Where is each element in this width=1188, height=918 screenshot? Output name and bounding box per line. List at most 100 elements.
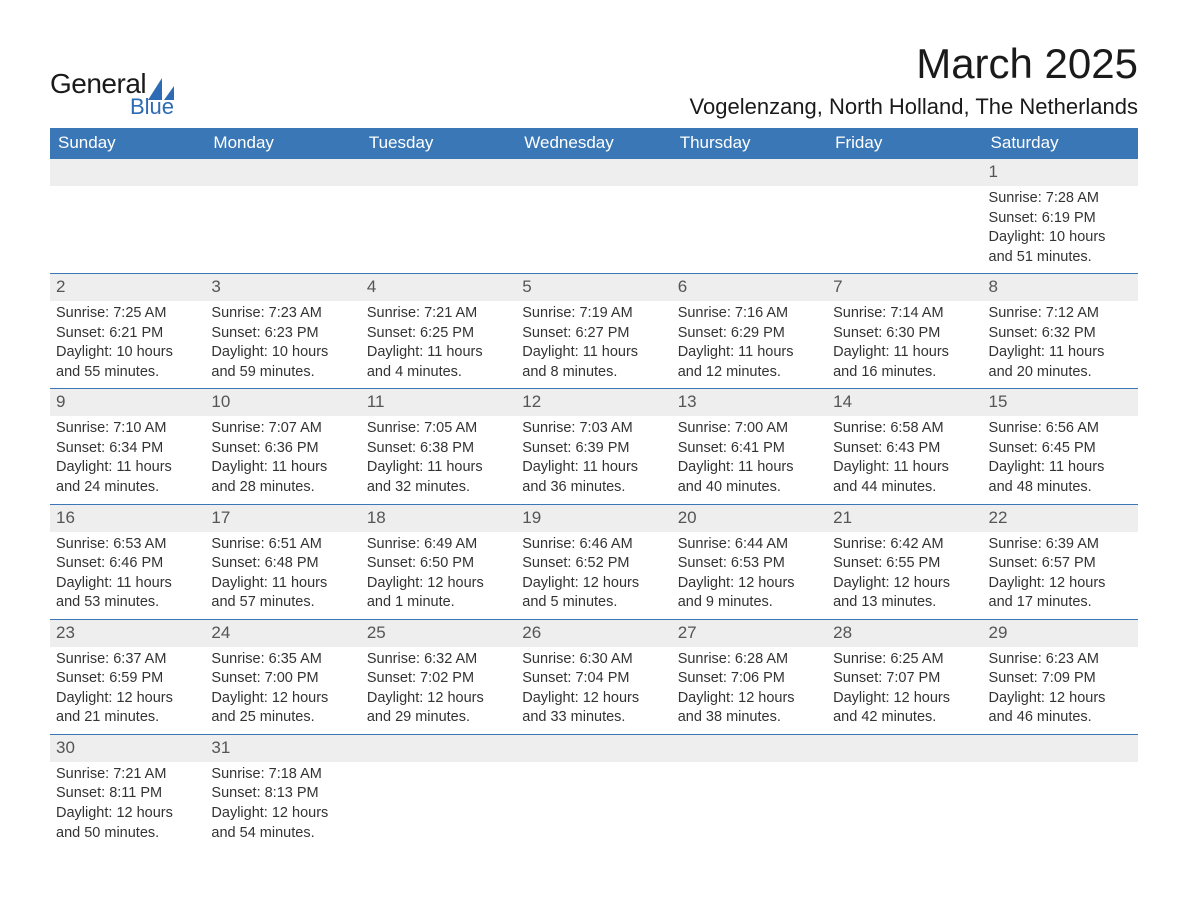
day-d1: Daylight: 12 hours bbox=[56, 804, 199, 824]
day-d2: and 38 minutes. bbox=[678, 708, 821, 728]
day-sunrise: Sunrise: 6:42 AM bbox=[833, 535, 976, 555]
day-header: Thursday bbox=[672, 128, 827, 159]
day-content-cell: Sunrise: 7:07 AMSunset: 6:36 PMDaylight:… bbox=[205, 416, 360, 504]
day-sunrise: Sunrise: 7:05 AM bbox=[367, 419, 510, 439]
day-number: 31 bbox=[211, 738, 230, 757]
day-content-cell bbox=[361, 186, 516, 274]
header: General Blue March 2025 Vogelenzang, Nor… bbox=[50, 40, 1138, 120]
day-d2: and 44 minutes. bbox=[833, 478, 976, 498]
day-sunset: Sunset: 6:57 PM bbox=[989, 554, 1132, 574]
day-d1: Daylight: 11 hours bbox=[522, 343, 665, 363]
day-sunrise: Sunrise: 7:12 AM bbox=[989, 304, 1132, 324]
day-d1: Daylight: 11 hours bbox=[211, 458, 354, 478]
day-sunrise: Sunrise: 6:49 AM bbox=[367, 535, 510, 555]
day-d2: and 17 minutes. bbox=[989, 593, 1132, 613]
day-number-cell: 25 bbox=[361, 619, 516, 646]
day-sunset: Sunset: 6:23 PM bbox=[211, 324, 354, 344]
day-number-cell: 24 bbox=[205, 619, 360, 646]
day-sunset: Sunset: 6:30 PM bbox=[833, 324, 976, 344]
day-d1: Daylight: 11 hours bbox=[678, 343, 821, 363]
day-number: 1 bbox=[989, 162, 998, 181]
day-sunset: Sunset: 7:07 PM bbox=[833, 669, 976, 689]
day-content-cell bbox=[983, 762, 1138, 849]
day-content-cell: Sunrise: 6:39 AMSunset: 6:57 PMDaylight:… bbox=[983, 532, 1138, 620]
day-number-cell: 20 bbox=[672, 504, 827, 531]
day-d2: and 53 minutes. bbox=[56, 593, 199, 613]
week-row: Sunrise: 6:37 AMSunset: 6:59 PMDaylight:… bbox=[50, 647, 1138, 735]
day-sunset: Sunset: 6:52 PM bbox=[522, 554, 665, 574]
day-sunset: Sunset: 6:43 PM bbox=[833, 439, 976, 459]
day-sunrise: Sunrise: 6:56 AM bbox=[989, 419, 1132, 439]
day-sunrise: Sunrise: 7:14 AM bbox=[833, 304, 976, 324]
day-d2: and 54 minutes. bbox=[211, 824, 354, 844]
day-number: 6 bbox=[678, 277, 687, 296]
day-number-cell bbox=[983, 734, 1138, 761]
day-d1: Daylight: 12 hours bbox=[211, 804, 354, 824]
day-number-cell: 10 bbox=[205, 389, 360, 416]
calendar-header-row: SundayMondayTuesdayWednesdayThursdayFrid… bbox=[50, 128, 1138, 159]
day-sunset: Sunset: 7:00 PM bbox=[211, 669, 354, 689]
day-number-cell: 30 bbox=[50, 734, 205, 761]
day-d1: Daylight: 12 hours bbox=[367, 574, 510, 594]
day-number: 22 bbox=[989, 508, 1008, 527]
day-number-cell bbox=[516, 734, 671, 761]
day-content-cell: Sunrise: 6:37 AMSunset: 6:59 PMDaylight:… bbox=[50, 647, 205, 735]
day-content-cell: Sunrise: 7:12 AMSunset: 6:32 PMDaylight:… bbox=[983, 301, 1138, 389]
day-number: 26 bbox=[522, 623, 541, 642]
day-content-cell bbox=[205, 186, 360, 274]
day-sunrise: Sunrise: 7:00 AM bbox=[678, 419, 821, 439]
day-content-cell: Sunrise: 6:32 AMSunset: 7:02 PMDaylight:… bbox=[361, 647, 516, 735]
day-sunset: Sunset: 6:50 PM bbox=[367, 554, 510, 574]
day-number-cell: 15 bbox=[983, 389, 1138, 416]
day-content-cell: Sunrise: 6:53 AMSunset: 6:46 PMDaylight:… bbox=[50, 532, 205, 620]
day-sunrise: Sunrise: 6:28 AM bbox=[678, 650, 821, 670]
day-number-cell bbox=[205, 159, 360, 186]
day-sunset: Sunset: 7:04 PM bbox=[522, 669, 665, 689]
day-number-cell: 23 bbox=[50, 619, 205, 646]
daynum-row: 1 bbox=[50, 159, 1138, 186]
day-content-cell: Sunrise: 7:03 AMSunset: 6:39 PMDaylight:… bbox=[516, 416, 671, 504]
day-d2: and 57 minutes. bbox=[211, 593, 354, 613]
day-sunset: Sunset: 6:36 PM bbox=[211, 439, 354, 459]
day-number: 23 bbox=[56, 623, 75, 642]
day-content-cell bbox=[50, 186, 205, 274]
day-sunset: Sunset: 6:46 PM bbox=[56, 554, 199, 574]
daynum-row: 23242526272829 bbox=[50, 619, 1138, 646]
calendar-table: SundayMondayTuesdayWednesdayThursdayFrid… bbox=[50, 128, 1138, 849]
day-sunset: Sunset: 6:25 PM bbox=[367, 324, 510, 344]
day-number: 30 bbox=[56, 738, 75, 757]
day-number-cell: 9 bbox=[50, 389, 205, 416]
day-number-cell: 22 bbox=[983, 504, 1138, 531]
day-d1: Daylight: 12 hours bbox=[833, 689, 976, 709]
day-content-cell bbox=[361, 762, 516, 849]
day-sunset: Sunset: 6:34 PM bbox=[56, 439, 199, 459]
day-number-cell: 11 bbox=[361, 389, 516, 416]
day-sunrise: Sunrise: 6:32 AM bbox=[367, 650, 510, 670]
day-number-cell bbox=[827, 734, 982, 761]
daynum-row: 30 31 bbox=[50, 734, 1138, 761]
day-content-cell bbox=[516, 186, 671, 274]
day-number: 14 bbox=[833, 392, 852, 411]
day-sunrise: Sunrise: 6:30 AM bbox=[522, 650, 665, 670]
day-number: 13 bbox=[678, 392, 697, 411]
day-number: 17 bbox=[211, 508, 230, 527]
day-number-cell: 2 bbox=[50, 274, 205, 301]
day-content-cell: Sunrise: 6:51 AMSunset: 6:48 PMDaylight:… bbox=[205, 532, 360, 620]
day-d2: and 28 minutes. bbox=[211, 478, 354, 498]
day-content-cell: Sunrise: 6:44 AMSunset: 6:53 PMDaylight:… bbox=[672, 532, 827, 620]
day-number: 29 bbox=[989, 623, 1008, 642]
title-block: March 2025 Vogelenzang, North Holland, T… bbox=[690, 40, 1138, 120]
day-header: Saturday bbox=[983, 128, 1138, 159]
day-sunrise: Sunrise: 6:46 AM bbox=[522, 535, 665, 555]
day-content-cell: Sunrise: 7:18 AMSunset: 8:13 PMDaylight:… bbox=[205, 762, 360, 849]
daynum-row: 9101112131415 bbox=[50, 389, 1138, 416]
day-content-cell: Sunrise: 6:49 AMSunset: 6:50 PMDaylight:… bbox=[361, 532, 516, 620]
day-d1: Daylight: 12 hours bbox=[678, 574, 821, 594]
day-number: 27 bbox=[678, 623, 697, 642]
day-number-cell: 4 bbox=[361, 274, 516, 301]
week-row: Sunrise: 7:25 AMSunset: 6:21 PMDaylight:… bbox=[50, 301, 1138, 389]
day-d2: and 25 minutes. bbox=[211, 708, 354, 728]
day-content-cell: Sunrise: 7:00 AMSunset: 6:41 PMDaylight:… bbox=[672, 416, 827, 504]
day-number-cell bbox=[516, 159, 671, 186]
day-d2: and 32 minutes. bbox=[367, 478, 510, 498]
